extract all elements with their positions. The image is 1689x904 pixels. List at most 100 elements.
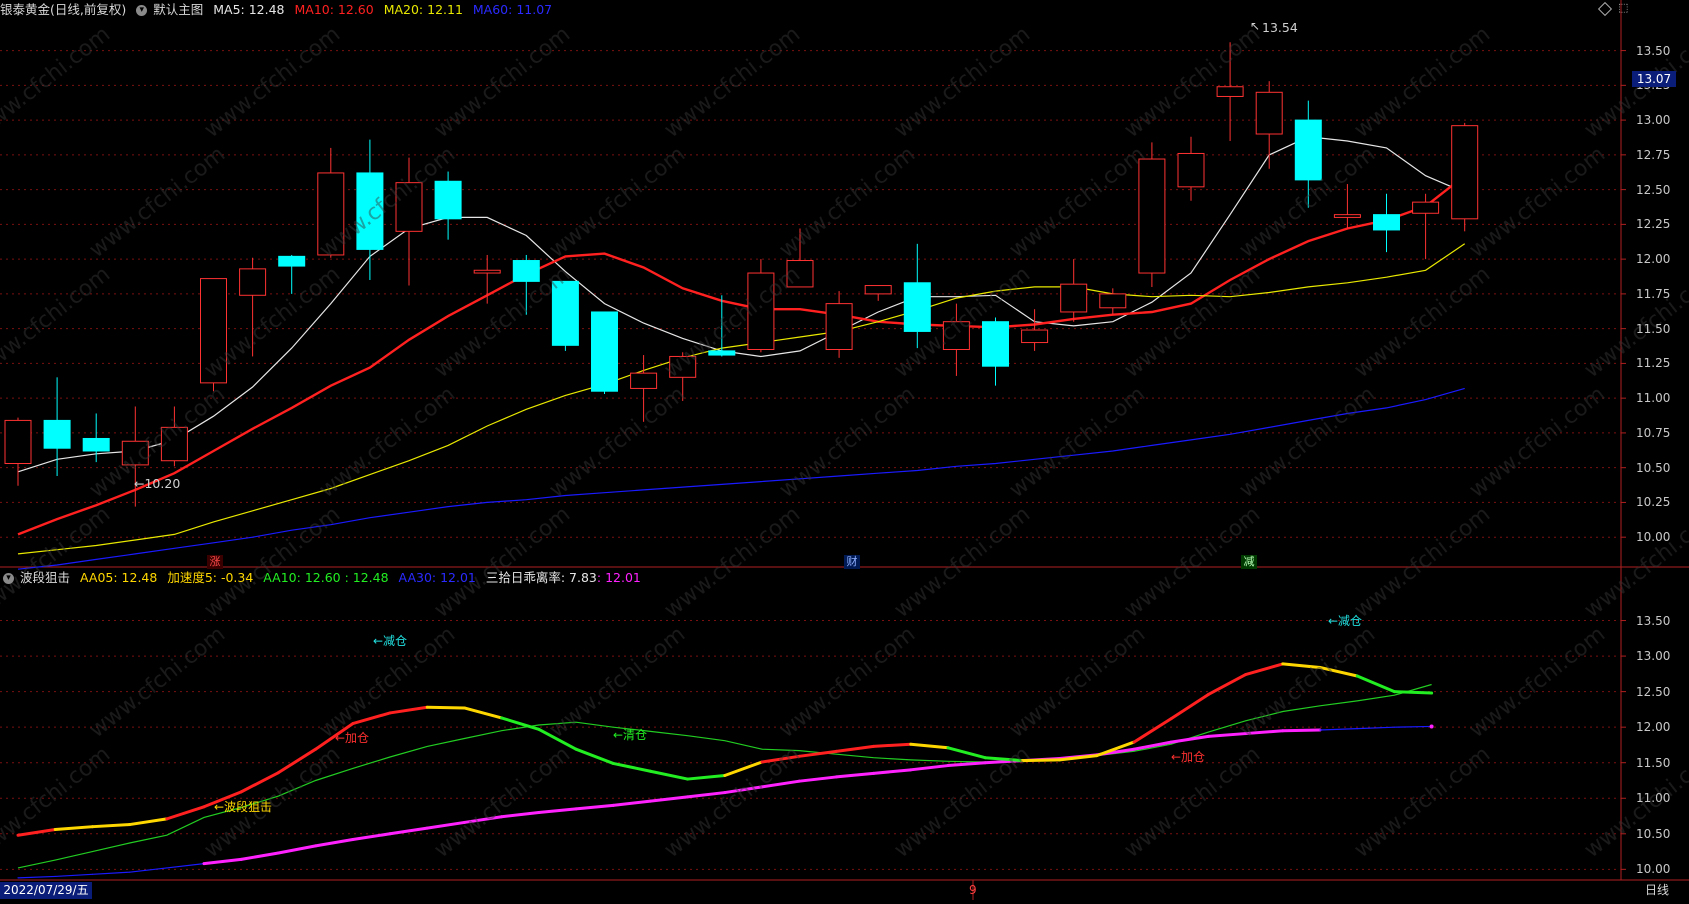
aa30-segment bbox=[834, 771, 876, 779]
main-y-tick-label: 12.25 bbox=[1636, 217, 1671, 232]
aa05-segment bbox=[1058, 754, 1099, 762]
date-footer: 2022/07/29/五 bbox=[0, 882, 92, 899]
stock-title[interactable]: 银泰黄金(日线,前复权) bbox=[0, 2, 127, 17]
aa05-segment bbox=[16, 828, 57, 837]
candle bbox=[434, 171, 462, 240]
reduce-annotation-1: ←减仓 bbox=[373, 634, 408, 648]
candle-body-up bbox=[786, 260, 814, 288]
aa05-segment bbox=[1318, 665, 1359, 678]
period-label[interactable]: 日线 bbox=[1645, 883, 1670, 897]
sub-y-tick-label: 12.00 bbox=[1636, 720, 1671, 735]
settings-circle-icon[interactable]: ▾ bbox=[136, 5, 148, 16]
aa30-segment bbox=[1356, 726, 1396, 730]
sub-y-tick-label: 13.00 bbox=[1636, 649, 1671, 664]
ma-line-ma10 bbox=[17, 174, 1466, 536]
candle bbox=[1412, 193, 1440, 260]
candle-body-down bbox=[1373, 214, 1400, 231]
candle-body-down bbox=[278, 255, 306, 267]
aa05-segment bbox=[946, 746, 987, 760]
cursor-icon[interactable]: ⬚ bbox=[1618, 1, 1629, 14]
candle bbox=[160, 406, 188, 467]
candle bbox=[239, 257, 267, 357]
aa05-segment bbox=[1355, 674, 1396, 694]
aa05-segment bbox=[872, 742, 913, 748]
aa05-segment bbox=[388, 705, 429, 715]
finance-badge[interactable]: 财 bbox=[844, 555, 860, 569]
candle-body-down bbox=[708, 350, 736, 356]
sub-y-tick-label: 12.50 bbox=[1636, 684, 1671, 699]
aa30-segment bbox=[388, 826, 429, 836]
candle bbox=[1060, 259, 1088, 322]
rise-badge[interactable]: 涨 bbox=[207, 555, 223, 569]
candle bbox=[1099, 288, 1127, 315]
sub-y-tick-label: 10.00 bbox=[1636, 862, 1671, 877]
candle bbox=[825, 291, 853, 358]
add-annotation-2: ←加仓 bbox=[1171, 750, 1206, 764]
sub-settings-circle-icon[interactable]: ▾ bbox=[3, 573, 14, 584]
main-y-tick-label: 13.50 bbox=[1636, 43, 1671, 58]
add-annotation-1: ←加仓 bbox=[335, 731, 370, 745]
aa30-segment bbox=[1132, 740, 1173, 751]
aa05-segment bbox=[90, 823, 132, 829]
candle bbox=[1021, 309, 1049, 351]
candle-body-down bbox=[356, 172, 384, 250]
main-y-tick-label: 11.50 bbox=[1636, 321, 1671, 336]
clear-annotation: ←清仓 bbox=[613, 728, 648, 742]
aa05-segment bbox=[1020, 758, 1062, 763]
aa30-segment bbox=[686, 791, 727, 799]
sub-indicator-title[interactable]: 波段狙击 bbox=[20, 570, 71, 585]
candle-body-up bbox=[239, 268, 267, 296]
candle bbox=[356, 139, 384, 280]
candle bbox=[395, 157, 423, 286]
candle-body-up bbox=[121, 440, 149, 466]
aa30-segment bbox=[462, 815, 504, 824]
aa05-segment bbox=[574, 747, 615, 765]
ma60-label: MA60: 11.07 bbox=[472, 2, 553, 17]
candle bbox=[1451, 122, 1479, 232]
cursor-marker: 9 bbox=[969, 883, 977, 897]
aa30-segment bbox=[760, 779, 801, 789]
aa05-segment bbox=[1392, 690, 1434, 695]
high-arrow-icon: ↖ bbox=[1250, 19, 1261, 33]
aa30-segment bbox=[91, 871, 131, 875]
aa05-segment bbox=[760, 754, 801, 764]
aa05-segment bbox=[1206, 673, 1248, 696]
snipe-annotation: ←波段狙击 bbox=[214, 800, 273, 814]
sub-y-tick-label: 11.50 bbox=[1636, 755, 1671, 770]
aa05-segment bbox=[500, 716, 541, 731]
aa30-segment bbox=[129, 867, 168, 873]
ma-line-ma60 bbox=[17, 387, 1465, 570]
candle bbox=[630, 355, 658, 422]
aa05-segment bbox=[1244, 662, 1285, 677]
main-y-tick-label: 11.75 bbox=[1636, 286, 1671, 301]
aa05-segment bbox=[648, 769, 690, 781]
main-y-tick-label: 12.50 bbox=[1636, 182, 1671, 197]
main-price-panel bbox=[4, 42, 1479, 570]
reduce-badge[interactable]: 减 bbox=[1241, 555, 1257, 569]
aa05-segment bbox=[1132, 717, 1173, 744]
candle-body-down bbox=[982, 321, 1009, 367]
candle-body-up bbox=[942, 321, 970, 351]
candle-body-up bbox=[825, 303, 853, 351]
candle-body-up bbox=[669, 355, 697, 378]
aa05-segment bbox=[239, 771, 280, 794]
main-y-tick-label: 10.75 bbox=[1636, 425, 1671, 440]
candle-body-up bbox=[747, 272, 775, 351]
candle-body-down bbox=[43, 419, 71, 449]
main-indicator-label[interactable]: 默认主图 bbox=[153, 2, 204, 17]
aa05-segment bbox=[686, 774, 727, 781]
aa05-segment bbox=[611, 761, 652, 773]
candle-body-up bbox=[630, 372, 658, 389]
candle bbox=[669, 352, 697, 401]
aa30-segment bbox=[909, 764, 950, 772]
ma20-label: MA20: 12.11 bbox=[383, 2, 463, 17]
low-price-value: 10.20 bbox=[144, 476, 181, 491]
candle-body-up bbox=[160, 426, 188, 462]
aa05-segment bbox=[834, 744, 876, 753]
aa30-segment bbox=[797, 775, 838, 783]
aa05-segment bbox=[425, 705, 466, 710]
candle-body-up bbox=[1451, 125, 1479, 220]
candle-body-down bbox=[434, 180, 462, 220]
candle bbox=[200, 278, 227, 392]
candle bbox=[747, 259, 775, 353]
